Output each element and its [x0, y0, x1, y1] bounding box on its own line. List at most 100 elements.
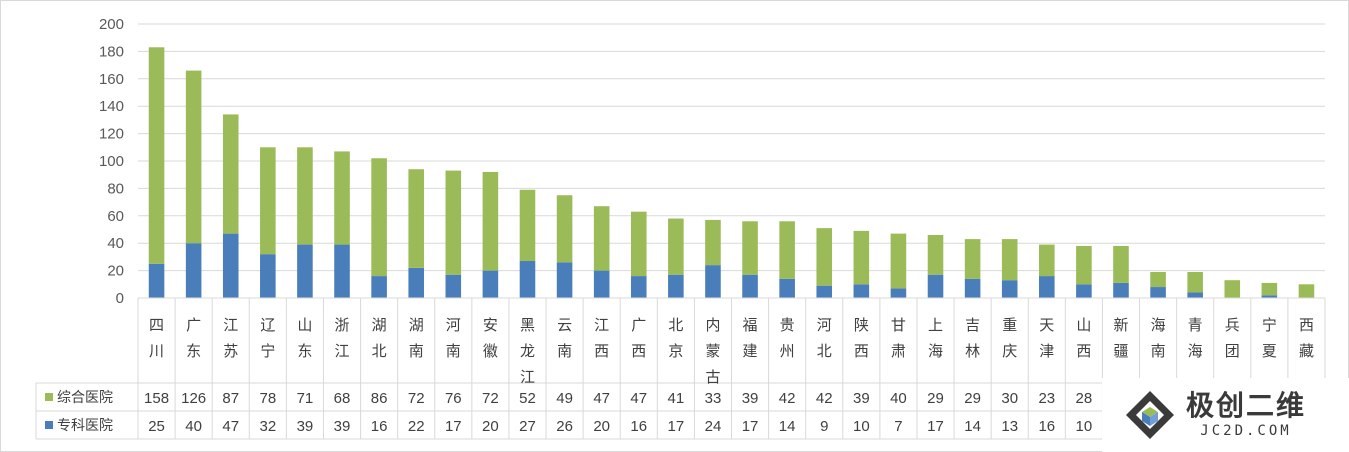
table-value: 17 — [445, 418, 462, 435]
table-value: 24 — [705, 418, 722, 435]
table-value: 23 — [1038, 390, 1055, 407]
category-label: 浙江 — [335, 316, 350, 360]
bar-specialty — [927, 274, 944, 298]
y-tick-label: 20 — [107, 263, 124, 280]
y-tick-label: 120 — [99, 126, 124, 143]
watermark-brand: 极创二维 — [1186, 389, 1307, 422]
bar-specialty — [482, 270, 499, 298]
table-value: 17 — [927, 418, 944, 435]
table-value: 40 — [890, 390, 907, 407]
table-value: 16 — [630, 418, 647, 435]
bar-general — [964, 239, 981, 279]
bar-general — [148, 47, 165, 264]
bar-general — [519, 189, 536, 262]
bar-specialty — [408, 267, 424, 298]
bar-specialty — [1150, 287, 1166, 298]
bar-general — [445, 170, 462, 275]
bar-general — [927, 234, 944, 275]
bar-general — [593, 206, 610, 271]
table-value: 30 — [1001, 390, 1018, 407]
bar-general — [1224, 280, 1241, 298]
table-value: 41 — [668, 390, 685, 407]
bar-general — [890, 233, 907, 289]
category-label: 重庆 — [1002, 316, 1017, 360]
bar-general — [556, 195, 573, 263]
bars — [148, 47, 1315, 298]
bar-general — [1113, 245, 1129, 283]
bar-specialty — [1261, 295, 1278, 298]
bar-general — [1261, 282, 1278, 296]
table-value: 68 — [334, 390, 351, 407]
bar-general — [1001, 239, 1018, 281]
table-value: 16 — [371, 418, 388, 435]
table-value: 39 — [853, 390, 870, 407]
watermark: 极创二维 JC2D.COM — [1102, 378, 1349, 452]
y-tick-label: 160 — [99, 71, 124, 88]
category-label: 福建 — [743, 316, 758, 360]
bar-specialty — [1076, 284, 1092, 298]
table-value: 32 — [259, 418, 276, 435]
category-label: 青海 — [1188, 316, 1203, 360]
table-value: 126 — [181, 390, 206, 407]
category-label: 甘肃 — [891, 316, 906, 360]
table-value: 20 — [482, 418, 499, 435]
category-label: 江苏 — [223, 316, 238, 360]
table-value: 17 — [668, 418, 685, 435]
table-value: 22 — [408, 418, 425, 435]
bar-specialty — [964, 278, 981, 298]
category-label: 广西 — [631, 316, 646, 360]
table-value: 13 — [1001, 418, 1018, 435]
table-value: 10 — [1076, 418, 1093, 435]
table-value: 27 — [519, 418, 536, 435]
table-value: 10 — [853, 418, 870, 435]
bar-general — [742, 221, 758, 275]
category-label: 西藏 — [1299, 316, 1314, 360]
bar-specialty — [668, 274, 684, 298]
table-value: 86 — [371, 390, 388, 407]
table-value: 39 — [742, 390, 759, 407]
bar-general — [1039, 244, 1055, 277]
bar-general — [260, 147, 276, 255]
bar-general — [1298, 284, 1315, 298]
bar-specialty — [297, 244, 313, 298]
bar-general — [334, 151, 350, 245]
table-value: 39 — [297, 418, 314, 435]
bar-general — [297, 147, 313, 245]
category-label: 宁夏 — [1262, 316, 1277, 360]
category-label: 云南 — [557, 316, 572, 360]
table-value: 29 — [927, 390, 944, 407]
table-value: 25 — [148, 418, 165, 435]
table-value: 14 — [964, 418, 981, 435]
table-value: 72 — [482, 390, 499, 407]
category-label: 吉林 — [965, 316, 980, 360]
bar-general — [482, 171, 499, 271]
y-tick-label: 180 — [99, 43, 124, 60]
table-value: 20 — [593, 418, 610, 435]
bar-general — [1076, 245, 1092, 285]
y-tick-label: 140 — [99, 98, 124, 115]
bar-general — [816, 228, 833, 286]
table-value: 52 — [519, 390, 536, 407]
bar-specialty — [519, 261, 536, 298]
bar-specialty — [853, 284, 870, 298]
table-value: 42 — [779, 390, 796, 407]
table-value: 9 — [820, 418, 828, 435]
y-tick-label: 0 — [116, 290, 124, 307]
y-tick-label: 40 — [107, 235, 124, 252]
cube-logo-icon — [1126, 391, 1174, 439]
category-label: 内蒙古 — [705, 316, 720, 386]
bar-specialty — [260, 254, 276, 298]
bar-general — [853, 230, 870, 285]
bar-specialty — [593, 270, 610, 298]
y-tick-label: 100 — [99, 153, 124, 170]
category-label: 上海 — [928, 316, 943, 360]
y-tick-label: 60 — [107, 208, 124, 225]
category-label: 贵州 — [780, 316, 795, 360]
bar-general — [1187, 271, 1203, 293]
bar-specialty — [816, 285, 833, 298]
table-value: 47 — [222, 418, 239, 435]
bar-specialty — [334, 244, 350, 298]
bar-specialty — [1039, 276, 1055, 298]
table-value: 76 — [445, 390, 462, 407]
category-label: 四川 — [149, 316, 164, 360]
